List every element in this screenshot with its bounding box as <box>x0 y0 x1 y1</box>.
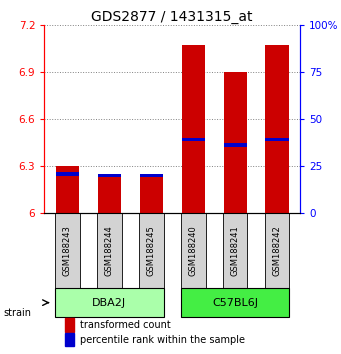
Text: GSM188244: GSM188244 <box>105 225 114 276</box>
Bar <box>266 45 288 213</box>
Bar <box>55 213 80 288</box>
Text: C57BL6J: C57BL6J <box>212 298 258 308</box>
Bar <box>56 172 79 176</box>
Bar <box>65 333 74 346</box>
Text: DBA2J: DBA2J <box>92 298 127 308</box>
Bar <box>182 138 205 142</box>
Bar <box>97 213 122 288</box>
Text: strain: strain <box>3 308 31 318</box>
Title: GDS2877 / 1431315_at: GDS2877 / 1431315_at <box>91 10 253 24</box>
Text: transformed count: transformed count <box>80 320 171 330</box>
Bar <box>181 213 206 288</box>
Text: GSM188245: GSM188245 <box>147 225 156 276</box>
Bar <box>55 288 164 318</box>
Bar <box>223 213 248 288</box>
Text: GSM188240: GSM188240 <box>189 225 198 276</box>
Bar <box>265 213 290 288</box>
Text: GSM188243: GSM188243 <box>63 225 72 276</box>
Text: GSM188241: GSM188241 <box>231 225 240 276</box>
Bar <box>181 288 290 318</box>
Bar <box>182 45 205 213</box>
Text: GSM188242: GSM188242 <box>272 225 282 276</box>
Bar <box>56 166 79 213</box>
Bar <box>140 175 163 213</box>
Text: percentile rank within the sample: percentile rank within the sample <box>80 335 245 344</box>
Bar <box>266 138 288 142</box>
Bar <box>139 213 164 288</box>
Bar <box>98 174 121 177</box>
Bar <box>98 175 121 213</box>
Bar <box>224 143 247 147</box>
Bar <box>224 72 247 213</box>
Bar <box>65 318 74 332</box>
Bar <box>140 174 163 177</box>
